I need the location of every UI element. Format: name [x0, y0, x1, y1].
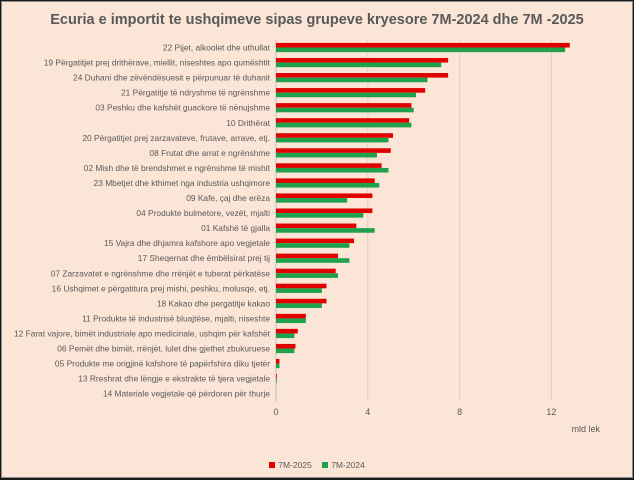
bar-7m-2025 [276, 57, 449, 63]
bar-7m-2024 [276, 333, 295, 339]
bar-7m-2024 [276, 378, 277, 384]
bar-7m-2024 [276, 167, 389, 173]
bar-7m-2025 [276, 313, 306, 319]
category-label: 17 Sheqernat dhe ëmbëlsirat prej tij [138, 253, 270, 263]
category-label: 05 Produkte me origjinë kafshore të papë… [55, 359, 270, 369]
category-labels: 22 Pijet, alkoolet dhe uthullat 19 Përgat… [14, 43, 271, 399]
bar-7m-2024 [276, 137, 389, 143]
bar-7m-2024 [276, 152, 377, 158]
bar-7m-2024 [276, 92, 416, 98]
x-tick-label: 0 [273, 407, 278, 417]
bar-7m-2025 [276, 73, 449, 78]
bar-7m-2024 [276, 258, 350, 263]
bar-7m-2024 [276, 198, 348, 203]
bar-7m-2024 [276, 182, 380, 188]
bar-7m-2025 [276, 283, 327, 289]
bar-7m-2024 [276, 348, 295, 354]
bar-7m-2024 [276, 213, 364, 218]
category-label: 04 Produkte bulmetore, vezët, mjalti [136, 208, 270, 218]
bar-7m-2025 [276, 268, 336, 274]
category-label: 23 Mbetjet dhe kthimet nga industria ush… [94, 178, 271, 188]
category-label: 13 Rreshrat dhe lëngje e ekstrakte të tj… [78, 374, 270, 384]
legend-label-2024: 7M-2024 [331, 460, 365, 470]
legend-swatch-2024 [322, 462, 329, 468]
bar-7m-2024 [276, 363, 280, 369]
category-label: 21 Përgatitje të ndryshme të ngrënshme [121, 88, 270, 98]
bar-7m-2024 [276, 77, 428, 83]
category-label: 11 Produkte të industrisë bluajtëse, mja… [82, 313, 270, 323]
bar-7m-2025 [276, 148, 391, 153]
x-axis-ticks: 0 4 8 12 [273, 407, 556, 417]
category-label: 01 Kafshë të gjalla [201, 223, 270, 233]
x-tick-label: 8 [457, 407, 462, 417]
bar-7m-2024 [276, 228, 375, 233]
bar-7m-2025 [276, 88, 426, 93]
legend-item-2025: 7M-2025 [269, 460, 312, 470]
chart-title: Ecuria e importit te ushqimeve sipas gru… [50, 12, 584, 28]
bar-7m-2025 [276, 193, 373, 199]
bar-7m-2024 [276, 47, 566, 53]
bar-7m-2024 [276, 62, 442, 68]
bar-7m-2024 [276, 122, 412, 128]
bar-7m-2025 [276, 163, 382, 168]
category-label: 12 Farat vajore, bimët industriale apo m… [14, 328, 271, 338]
x-tick-label: 4 [365, 407, 370, 417]
x-axis-unit-label: mld lek [571, 424, 600, 434]
category-label: 06 Pemët dhe bimët, rrënjët, lulet dhe g… [57, 344, 270, 354]
bar-7m-2024 [276, 318, 306, 324]
bar-7m-2025 [276, 253, 338, 259]
category-label: 22 Pijet, alkoolet dhe uthullat [163, 43, 271, 53]
bar-7m-2025 [276, 343, 296, 349]
bar-7m-2025 [276, 328, 298, 334]
category-label: 24 Duhani dhe zëvëndësuesit e përpunuar … [73, 73, 271, 83]
bar-7m-2025 [276, 238, 355, 244]
x-tick-label: 12 [546, 407, 556, 417]
bar-7m-2025 [276, 118, 410, 123]
category-label: 14 Materiale vegjetale që përdoren për t… [103, 389, 270, 399]
bars [276, 42, 570, 384]
bar-7m-2025 [276, 103, 412, 108]
legend: 7M-2025 7M-2024 [2, 460, 632, 470]
category-label: 19 Përgatitjet prej drithërave, miellit,… [44, 58, 271, 68]
category-label: 09 Kafe, çaj dhe erëza [186, 193, 270, 203]
bar-7m-2024 [276, 243, 350, 248]
bar-7m-2025 [276, 178, 375, 183]
bar-7m-2024 [276, 273, 338, 278]
bar-7m-2024 [276, 303, 322, 308]
category-label: 15 Vajra dhe dhjamra kafshore apo vegjet… [104, 238, 270, 248]
bar-7m-2024 [276, 107, 414, 113]
category-label: 18 Kakao dhe pergatitje kakao [157, 298, 270, 308]
bar-7m-2024 [276, 288, 322, 293]
bar-7m-2025 [276, 208, 373, 214]
category-label: 10 Drithërat [226, 118, 270, 128]
bar-7m-2025 [276, 374, 277, 379]
category-label: 08 Frutat dhe arrat e ngrënshme [149, 148, 270, 158]
category-label: 02 Mish dhe të brendshmet e ngrënshme të… [84, 163, 271, 173]
category-label: 03 Peshku dhe kafshët guackore të nënujs… [95, 103, 270, 113]
category-label: 20 Përgatitjet prej zarzavateve, frutave… [82, 133, 270, 143]
bar-7m-2025 [276, 298, 327, 304]
bar-7m-2025 [276, 133, 394, 138]
bar-7m-2025 [276, 42, 570, 48]
bar-7m-2025 [276, 358, 280, 364]
category-label: 16 Ushqimet e përgatitura prej mishi, pe… [52, 283, 270, 293]
bar-7m-2025 [276, 223, 357, 229]
legend-swatch-2025 [269, 462, 276, 468]
category-label: 07 Zarzavatet e ngrënshme dhe rrënjët e … [51, 268, 271, 278]
gridlines [275, 40, 552, 402]
legend-item-2024: 7M-2024 [322, 460, 365, 470]
legend-label-2025: 7M-2025 [278, 460, 312, 470]
